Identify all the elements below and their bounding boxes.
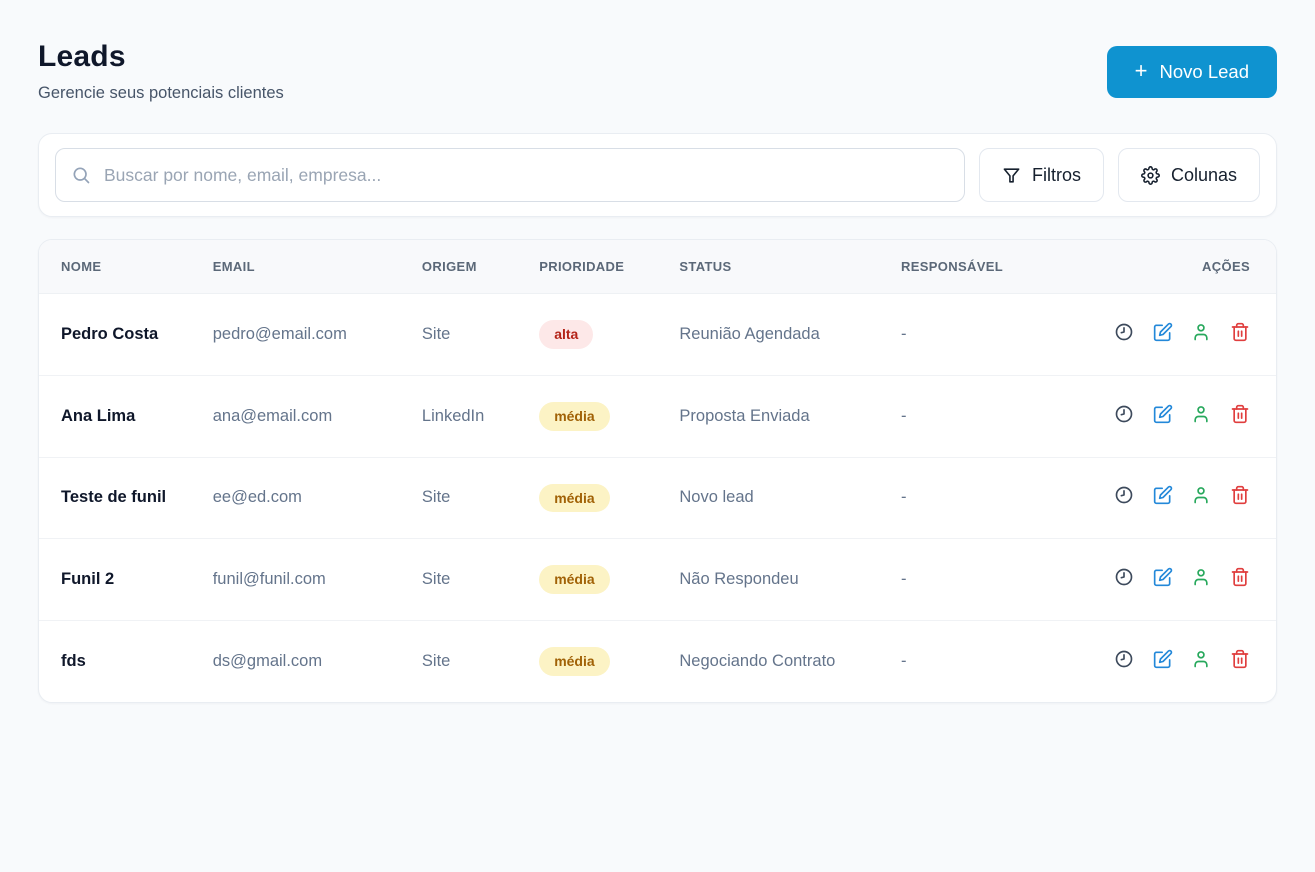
plus-icon: +: [1134, 58, 1148, 83]
filters-button[interactable]: Filtros: [978, 148, 1104, 202]
edit-lead-icon[interactable]: [1153, 649, 1173, 669]
lead-name: Pedro Costa: [61, 324, 159, 343]
assign-user-icon[interactable]: [1191, 649, 1211, 669]
row-actions: [1098, 456, 1276, 539]
edit-lead-icon[interactable]: [1153, 322, 1173, 342]
lead-assignee: -: [884, 620, 1099, 702]
delete-lead-icon[interactable]: [1230, 322, 1250, 342]
history-clock-icon[interactable]: [1114, 322, 1134, 342]
search-input[interactable]: [55, 148, 965, 202]
column-header-nome: Nome: [39, 240, 197, 294]
lead-assignee: -: [884, 374, 1099, 458]
lead-priority: média: [523, 620, 664, 702]
lead-status: Proposta Enviada: [663, 374, 885, 458]
column-header-email: Email: [196, 240, 406, 294]
priority-badge: alta: [539, 320, 594, 349]
filters-button-label: Filtros: [1031, 164, 1081, 185]
delete-lead-icon[interactable]: [1230, 567, 1250, 587]
lead-origin: Site: [421, 324, 451, 343]
lead-origin: Site: [405, 456, 524, 539]
lead-email: ee@ed.com: [196, 456, 406, 539]
lead-status: Novo lead: [663, 456, 885, 539]
history-clock-icon[interactable]: [1114, 567, 1134, 587]
assign-user-icon[interactable]: [1191, 322, 1211, 342]
leads-table-card: Nome Email Origem Prioridade Status Resp…: [38, 239, 1277, 703]
history-clock-icon[interactable]: [1114, 649, 1134, 669]
lead-email: pedro@email.com: [212, 324, 347, 343]
history-clock-icon[interactable]: [1114, 485, 1134, 505]
lead-name: Funil 2: [39, 538, 197, 621]
lead-email: funil@funil.com: [196, 538, 406, 621]
table-header-row: Nome Email Origem Prioridade Status Resp…: [39, 240, 1276, 294]
filter-funnel-icon: [1003, 167, 1020, 183]
assign-user-icon[interactable]: [1191, 567, 1211, 587]
column-header-status: Status: [663, 240, 885, 294]
lead-origin: LinkedIn: [405, 374, 524, 458]
lead-email: ana@email.com: [196, 374, 406, 458]
table-row: Pedro Costa pedro@email.com Site alta Re…: [39, 294, 1276, 376]
new-lead-button-label: Novo Lead: [1159, 61, 1249, 82]
column-header-acoes: Ações: [1098, 240, 1276, 294]
page-subtitle: Gerencie seus potenciais clientes: [38, 84, 284, 102]
priority-badge: média: [539, 483, 610, 513]
search-wrap: [55, 148, 965, 202]
lead-name: Teste de funil: [39, 456, 197, 539]
delete-lead-icon[interactable]: [1230, 404, 1250, 424]
lead-assignee: -: [884, 456, 1099, 539]
table-row: Ana Lima ana@email.com LinkedIn média Pr…: [39, 374, 1276, 458]
lead-assignee: -: [884, 538, 1099, 621]
gear-icon: [1140, 165, 1160, 185]
column-header-responsavel: Responsável: [884, 240, 1099, 294]
lead-assignee: -: [900, 324, 907, 343]
lead-origin: Site: [405, 538, 524, 621]
delete-lead-icon[interactable]: [1230, 485, 1250, 505]
lead-origin: Site: [405, 620, 524, 702]
lead-name: Ana Lima: [39, 374, 197, 458]
delete-lead-icon[interactable]: [1230, 649, 1250, 669]
lead-priority: média: [523, 374, 664, 458]
page-header: Leads Gerencie seus potenciais clientes …: [38, 40, 1277, 103]
lead-priority: média: [523, 538, 664, 621]
lead-status: Negociando Contrato: [663, 620, 885, 702]
table-row: Funil 2 funil@funil.com Site média Não R…: [39, 538, 1276, 621]
column-header-prioridade: Prioridade: [523, 240, 664, 294]
edit-lead-icon[interactable]: [1153, 567, 1173, 587]
edit-lead-icon[interactable]: [1153, 485, 1173, 505]
row-actions: [1098, 374, 1276, 458]
assign-user-icon[interactable]: [1191, 404, 1211, 424]
lead-email: ds@gmail.com: [196, 620, 406, 702]
toolbar: Filtros Colunas: [38, 133, 1277, 217]
priority-badge: média: [539, 647, 610, 676]
lead-priority: média: [523, 456, 664, 539]
row-actions: [1098, 294, 1276, 376]
table-row: fds ds@gmail.com Site média Negociando C…: [39, 620, 1276, 702]
leads-table: Nome Email Origem Prioridade Status Resp…: [39, 240, 1276, 702]
lead-status: Reunião Agendada: [679, 324, 820, 343]
row-actions: [1098, 620, 1276, 702]
columns-button[interactable]: Colunas: [1117, 148, 1260, 202]
edit-lead-icon[interactable]: [1153, 404, 1173, 424]
lead-status: Não Respondeu: [663, 538, 885, 621]
lead-priority: alta: [523, 294, 663, 376]
page-header-text: Leads Gerencie seus potenciais clientes: [38, 40, 284, 103]
history-clock-icon[interactable]: [1114, 404, 1134, 424]
row-actions: [1098, 538, 1276, 621]
lead-name: fds: [39, 620, 197, 702]
priority-badge: média: [539, 401, 610, 431]
columns-button-label: Colunas: [1170, 164, 1237, 185]
column-header-origem: Origem: [405, 240, 524, 294]
priority-badge: média: [539, 565, 610, 595]
table-row: Teste de funil ee@ed.com Site média Novo…: [39, 456, 1276, 539]
page-title: Leads: [38, 40, 126, 73]
new-lead-button[interactable]: + Novo Lead: [1106, 46, 1277, 98]
assign-user-icon[interactable]: [1191, 485, 1211, 505]
